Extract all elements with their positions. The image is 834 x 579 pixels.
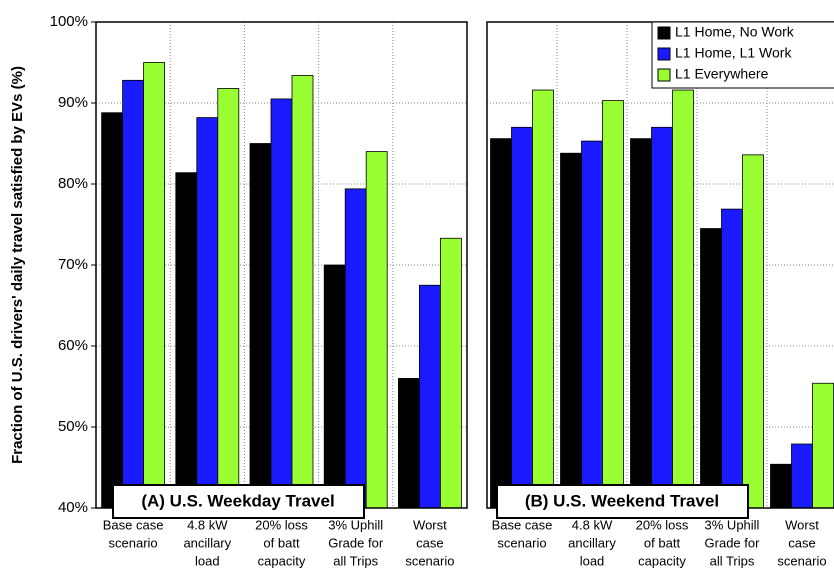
bar	[397, 377, 420, 509]
bar	[143, 62, 166, 509]
bar	[101, 112, 123, 509]
x-tick-label: case	[416, 535, 443, 550]
bar	[581, 140, 603, 509]
x-tick-label: scenario	[109, 535, 158, 550]
x-tick-label: all Trips	[333, 553, 378, 568]
x-tick-label: 3% Uphill	[705, 517, 760, 532]
annotation-box	[496, 484, 749, 519]
x-tick-label: 20% loss	[255, 517, 308, 532]
bar	[742, 154, 764, 509]
bar	[323, 264, 346, 509]
x-tick-label: 4.8 kW	[187, 517, 228, 532]
bar	[602, 100, 624, 509]
bar	[196, 117, 219, 509]
bar	[511, 126, 533, 509]
x-tick-label: Base case	[103, 517, 164, 532]
x-tick-label: all Trips	[710, 553, 755, 568]
x-tick-label: scenario	[405, 553, 454, 568]
bar	[560, 152, 582, 509]
bar	[291, 75, 314, 509]
x-tick-label: Grade for	[705, 535, 761, 550]
bar	[439, 237, 462, 509]
bar	[532, 89, 554, 509]
legend-swatch	[657, 47, 671, 61]
bar	[672, 89, 694, 509]
x-tick-label: Worst	[785, 517, 819, 532]
x-tick-label: ancillary	[183, 535, 231, 550]
annotation: (A) U.S. Weekday Travel	[141, 491, 334, 510]
bar	[630, 138, 652, 509]
legend-swatch	[657, 68, 671, 82]
bar	[365, 151, 388, 509]
x-tick-label: load	[580, 553, 605, 568]
bar	[700, 228, 722, 509]
x-tick-label: case	[788, 535, 815, 550]
x-tick-label: ancillary	[568, 535, 616, 550]
bar	[175, 172, 198, 509]
x-tick-label: scenario	[497, 535, 546, 550]
y-tick-label: 90%	[58, 94, 88, 111]
bar	[217, 88, 240, 509]
bar	[418, 284, 441, 509]
x-tick-label: of batt	[263, 535, 300, 550]
bar	[344, 188, 367, 509]
annotation: (B) U.S. Weekend Travel	[525, 491, 719, 510]
y-tick-label: 50%	[58, 418, 88, 435]
x-tick-label: scenario	[777, 553, 826, 568]
x-tick-label: load	[195, 553, 220, 568]
x-tick-label: 20% loss	[636, 517, 689, 532]
annotation-box	[112, 484, 365, 519]
x-tick-label: 4.8 kW	[572, 517, 613, 532]
x-tick-label: Base case	[492, 517, 553, 532]
y-tick-label: 100%	[50, 13, 88, 30]
legend-label: L1 Home, L1 Work	[675, 45, 792, 61]
bar	[812, 382, 834, 509]
bar	[249, 143, 272, 509]
y-tick-label: 80%	[58, 175, 88, 192]
legend-label: L1 Home, No Work	[675, 24, 795, 40]
y-tick-label: 60%	[58, 337, 88, 354]
bar	[490, 138, 512, 509]
x-tick-label: Grade for	[328, 535, 384, 550]
x-tick-label: of batt	[644, 535, 681, 550]
bar	[791, 443, 813, 509]
y-tick-label: 40%	[58, 499, 88, 516]
x-tick-label: capacity	[258, 553, 306, 568]
legend-label: L1 Everywhere	[675, 66, 769, 82]
legend-swatch	[657, 26, 671, 40]
y-axis-label: Fraction of U.S. drivers' daily travel s…	[9, 66, 26, 464]
legend-box	[651, 21, 834, 89]
x-tick-label: capacity	[638, 553, 686, 568]
y-tick-label: 70%	[58, 256, 88, 273]
bar	[122, 79, 144, 509]
bar	[770, 463, 792, 509]
bar	[270, 98, 293, 509]
x-tick-label: Worst	[413, 517, 447, 532]
bar	[721, 208, 743, 509]
bar	[651, 126, 673, 509]
x-tick-label: 3% Uphill	[328, 517, 383, 532]
